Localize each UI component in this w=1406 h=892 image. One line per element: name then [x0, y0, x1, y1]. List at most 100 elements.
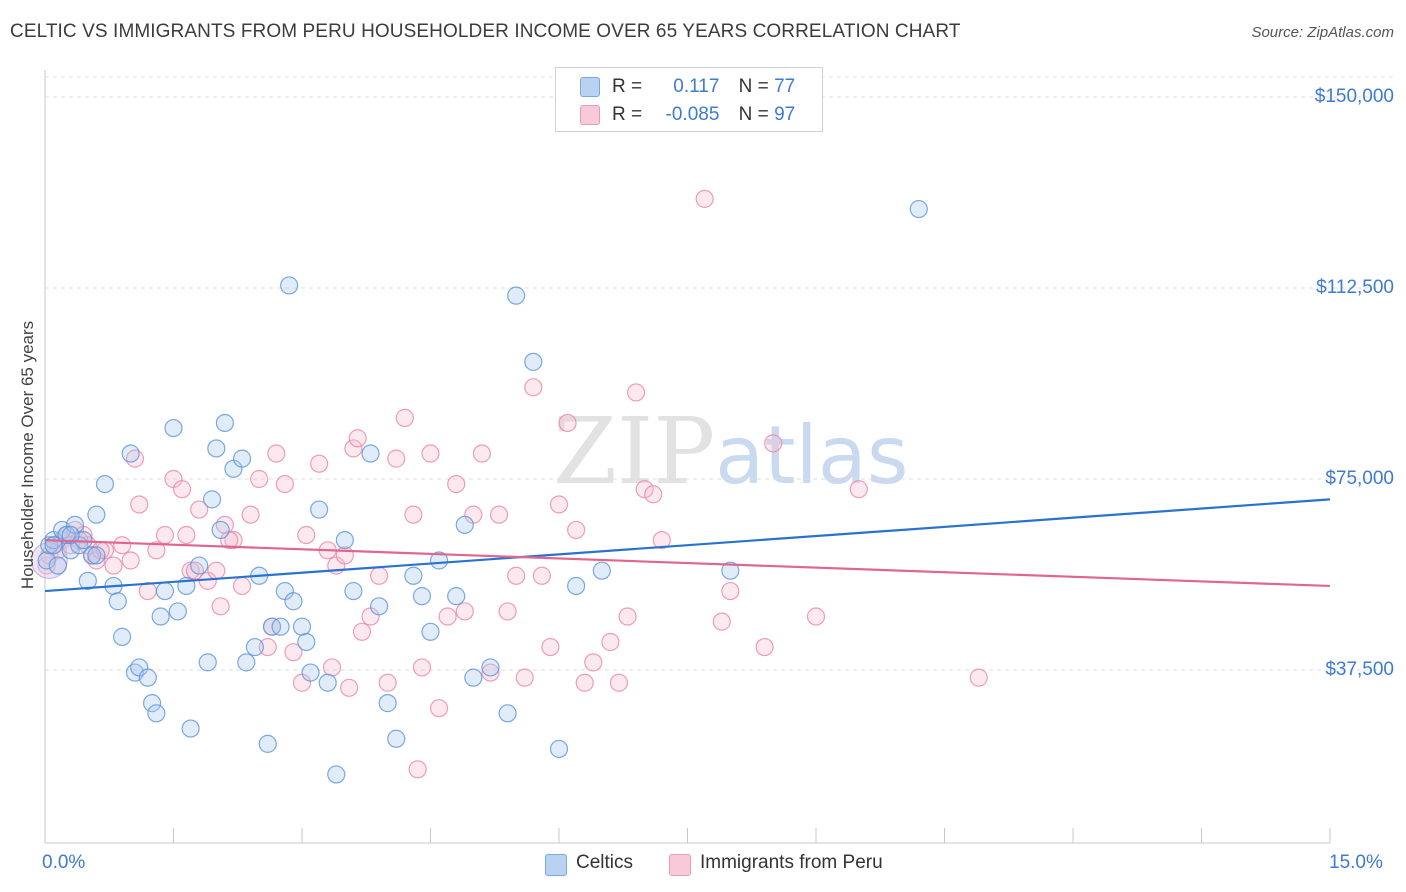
celtic-swatch	[580, 77, 600, 97]
data-point	[609, 673, 629, 692]
data-point	[147, 704, 166, 723]
data-point	[147, 541, 166, 560]
data-point	[177, 525, 196, 545]
data-point	[151, 607, 170, 626]
data-point	[108, 592, 127, 611]
data-point	[344, 581, 363, 601]
data-point	[271, 617, 290, 636]
data-point	[250, 469, 269, 489]
data-point	[464, 668, 483, 687]
data-point	[181, 719, 200, 738]
data-point	[806, 607, 826, 626]
data-point	[142, 694, 162, 713]
data-point	[284, 643, 303, 662]
data-point	[168, 602, 187, 621]
data-point	[155, 581, 175, 601]
data-point	[215, 413, 234, 433]
data-point	[507, 566, 526, 585]
data-point	[344, 439, 363, 458]
data-point	[83, 546, 102, 565]
data-point	[712, 612, 731, 631]
legend-r-value: 0.117	[673, 76, 720, 97]
data-point	[322, 658, 342, 677]
data-point	[498, 602, 517, 621]
data-point	[318, 673, 337, 692]
data-point	[421, 622, 440, 641]
y-tick-label: $150,000	[1314, 86, 1394, 107]
data-point	[438, 607, 457, 626]
data-point	[130, 495, 149, 514]
data-point	[202, 490, 222, 509]
data-point	[284, 592, 303, 611]
peru-trend-line	[44, 539, 1331, 588]
data-point	[37, 551, 56, 570]
legend-n-value: 97	[774, 104, 796, 125]
data-point	[489, 505, 509, 524]
data-point	[112, 627, 132, 646]
data-point	[211, 520, 230, 540]
axes	[44, 70, 1331, 844]
data-point	[378, 673, 397, 692]
data-point	[258, 734, 277, 753]
data-point	[237, 653, 256, 672]
data-point	[652, 531, 671, 550]
data-point	[524, 378, 543, 397]
bottom-legend-peru: Immigrants from Peru	[669, 852, 883, 876]
bottom-legend-celtics: Celtics	[545, 852, 633, 876]
data-point	[164, 418, 183, 438]
data-point	[121, 444, 140, 463]
data-point	[361, 444, 380, 463]
data-point	[404, 505, 423, 524]
data-point	[455, 602, 474, 621]
data-point	[352, 622, 372, 641]
data-point	[267, 444, 286, 463]
data-point	[626, 383, 646, 402]
data-point	[549, 739, 569, 759]
data-point	[909, 199, 928, 219]
data-point	[327, 765, 346, 784]
data-point	[429, 699, 449, 718]
legend-r-label: R =	[612, 76, 643, 97]
data-point	[348, 429, 367, 448]
watermark: ZIPatlas	[553, 398, 909, 505]
data-point	[532, 566, 551, 585]
source-credit: Source: ZipAtlas.com	[1251, 24, 1394, 41]
data-point	[104, 556, 123, 575]
data-point	[241, 505, 260, 524]
data-point	[849, 480, 868, 499]
data-point	[172, 480, 192, 499]
data-point	[48, 556, 67, 575]
data-point	[524, 352, 543, 371]
legend-r-label: R =	[612, 104, 643, 125]
data-point	[764, 434, 783, 453]
data-point	[592, 561, 611, 580]
data-point	[310, 454, 329, 473]
data-point	[78, 571, 97, 590]
data-point	[404, 566, 423, 585]
data-point	[644, 485, 663, 504]
data-point	[275, 474, 294, 494]
data-point	[721, 561, 740, 580]
data-point	[245, 637, 264, 657]
chart-title: CELTIC VS IMMIGRANTS FROM PERU HOUSEHOLD…	[10, 21, 961, 42]
data-point	[408, 760, 427, 779]
data-point	[335, 546, 354, 565]
legend-n-label: N =	[738, 76, 769, 97]
data-point	[721, 581, 740, 601]
data-point	[155, 525, 175, 545]
data-point-cluster	[30, 541, 68, 580]
data-point	[190, 556, 209, 575]
x-tick-label-min: 0.0%	[42, 852, 86, 873]
data-point	[310, 500, 329, 519]
data-point	[584, 653, 603, 672]
data-point	[969, 668, 988, 687]
data-point	[297, 632, 316, 652]
celtic-trend-line	[44, 498, 1331, 593]
data-point	[370, 597, 389, 616]
data-point	[335, 531, 354, 550]
data-point	[387, 449, 406, 468]
data-point	[61, 525, 80, 545]
peru-points	[30, 189, 988, 779]
data-point	[387, 729, 406, 748]
data-point	[301, 663, 320, 682]
